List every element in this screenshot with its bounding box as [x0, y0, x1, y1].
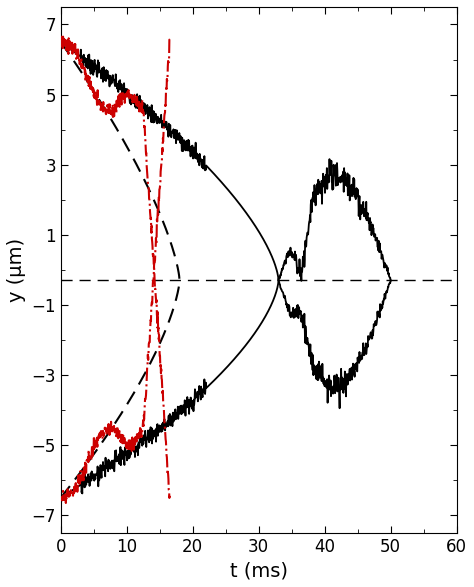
Y-axis label: y (μm): y (μm) — [7, 238, 26, 302]
X-axis label: t (ms): t (ms) — [230, 561, 288, 580]
